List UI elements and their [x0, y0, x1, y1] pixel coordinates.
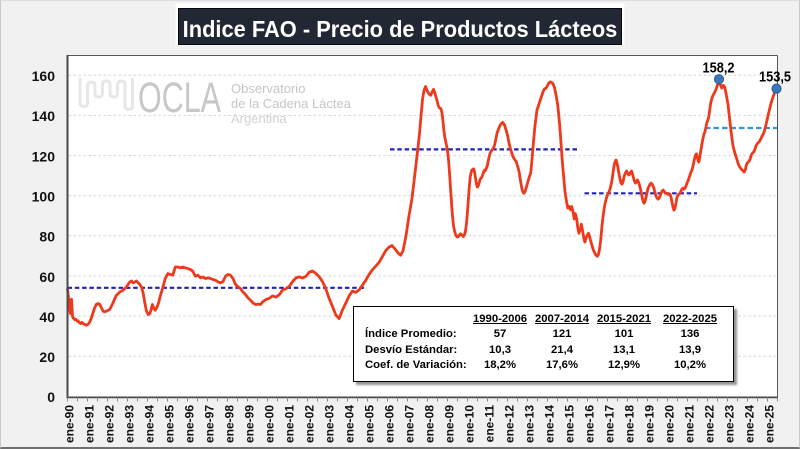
svg-text:80: 80: [39, 229, 55, 245]
svg-text:ene-10: ene-10: [463, 405, 477, 443]
svg-text:ene-25: ene-25: [763, 405, 777, 443]
svg-text:158,2: 158,2: [703, 60, 735, 77]
svg-text:ene-09: ene-09: [443, 405, 457, 443]
svg-text:ene-90: ene-90: [63, 405, 77, 443]
svg-text:60: 60: [39, 269, 55, 285]
svg-text:ene-01: ene-01: [283, 405, 297, 443]
svg-text:ene-14: ene-14: [543, 405, 557, 443]
svg-text:ene-97: ene-97: [203, 405, 217, 443]
svg-text:ene-18: ene-18: [623, 405, 637, 443]
svg-text:ene-21: ene-21: [683, 405, 697, 443]
svg-text:de la Cadena Láctea: de la Cadena Láctea: [231, 96, 352, 111]
svg-text:ene-13: ene-13: [523, 405, 537, 443]
svg-text:ene-05: ene-05: [363, 405, 377, 443]
svg-text:100: 100: [32, 189, 56, 205]
svg-text:ene-07: ene-07: [403, 405, 417, 443]
svg-text:ene-19: ene-19: [643, 405, 657, 443]
svg-text:20: 20: [39, 349, 55, 365]
svg-text:OCLA: OCLA: [138, 74, 221, 122]
svg-text:ene-93: ene-93: [123, 405, 137, 443]
svg-text:140: 140: [32, 108, 56, 124]
svg-text:ene-95: ene-95: [163, 405, 177, 443]
svg-text:ene-17: ene-17: [603, 405, 617, 443]
svg-text:ene-24: ene-24: [743, 405, 757, 443]
svg-text:40: 40: [39, 309, 55, 325]
svg-text:ene-99: ene-99: [243, 405, 257, 443]
svg-text:ene-92: ene-92: [103, 405, 117, 443]
svg-text:ene-06: ene-06: [383, 405, 397, 443]
svg-text:ene-96: ene-96: [183, 405, 197, 443]
svg-text:ene-00: ene-00: [263, 405, 277, 443]
svg-text:120: 120: [32, 148, 56, 164]
svg-text:ene-04: ene-04: [343, 405, 357, 443]
svg-text:ene-15: ene-15: [563, 405, 577, 443]
svg-text:ene-03: ene-03: [323, 405, 337, 443]
svg-text:ene-98: ene-98: [223, 405, 237, 443]
svg-text:ene-11: ene-11: [483, 405, 497, 443]
svg-text:ene-23: ene-23: [723, 405, 737, 443]
svg-text:ene-91: ene-91: [83, 405, 97, 443]
svg-text:Argentina: Argentina: [231, 111, 287, 126]
svg-text:ene-12: ene-12: [503, 405, 517, 443]
svg-text:160: 160: [32, 68, 56, 84]
svg-text:153,5: 153,5: [759, 69, 791, 86]
svg-text:ene-16: ene-16: [583, 405, 597, 443]
svg-text:ene-22: ene-22: [703, 405, 717, 443]
svg-text:ene-08: ene-08: [423, 405, 437, 443]
svg-text:Observatorio: Observatorio: [231, 81, 305, 96]
svg-text:ene-94: ene-94: [143, 405, 157, 443]
svg-text:0: 0: [47, 389, 55, 405]
svg-text:ene-20: ene-20: [663, 405, 677, 443]
svg-text:ene-02: ene-02: [303, 405, 317, 443]
